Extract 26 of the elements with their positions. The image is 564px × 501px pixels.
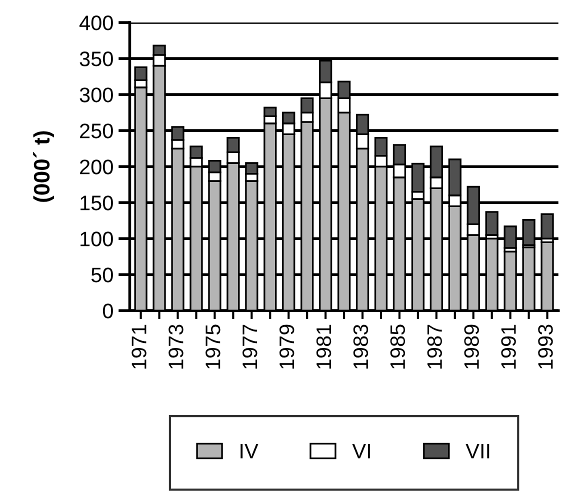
x-tick-label: 1981 bbox=[316, 324, 332, 369]
x-tick-label: 1987 bbox=[427, 324, 442, 369]
x-tick-label: 1993 bbox=[538, 324, 553, 369]
y-tick-label: 0 bbox=[102, 304, 113, 318]
y-axis-title: (000´ t) bbox=[33, 131, 54, 202]
x-tick-label: 1971 bbox=[132, 324, 146, 369]
x-tick-label: 1975 bbox=[206, 324, 220, 369]
y-tick-label: 250 bbox=[80, 124, 113, 138]
y-tick-label: 200 bbox=[80, 160, 113, 174]
x-tick-label: 1973 bbox=[168, 324, 184, 369]
x-tick-label: 1977 bbox=[242, 324, 258, 369]
y-tick-label: 350 bbox=[80, 52, 113, 66]
y-tick-label: 150 bbox=[80, 196, 113, 210]
x-tick-label: 1985 bbox=[390, 324, 406, 369]
y-tick-label: 100 bbox=[80, 232, 113, 246]
bar bbox=[485, 211, 498, 236]
y-tick-label: 400 bbox=[79, 16, 113, 30]
x-tick-label: 1979 bbox=[279, 324, 294, 369]
legend-label: VI bbox=[352, 444, 370, 458]
x-tick-label: 1991 bbox=[501, 324, 516, 369]
legend-label: IV bbox=[240, 444, 258, 458]
x-tick-label: 1983 bbox=[353, 324, 368, 369]
y-tick-label: 50 bbox=[91, 268, 113, 282]
y-tick-label: 300 bbox=[80, 88, 113, 102]
x-tick-label: 1989 bbox=[464, 324, 479, 369]
legend-label: VII bbox=[466, 444, 490, 458]
